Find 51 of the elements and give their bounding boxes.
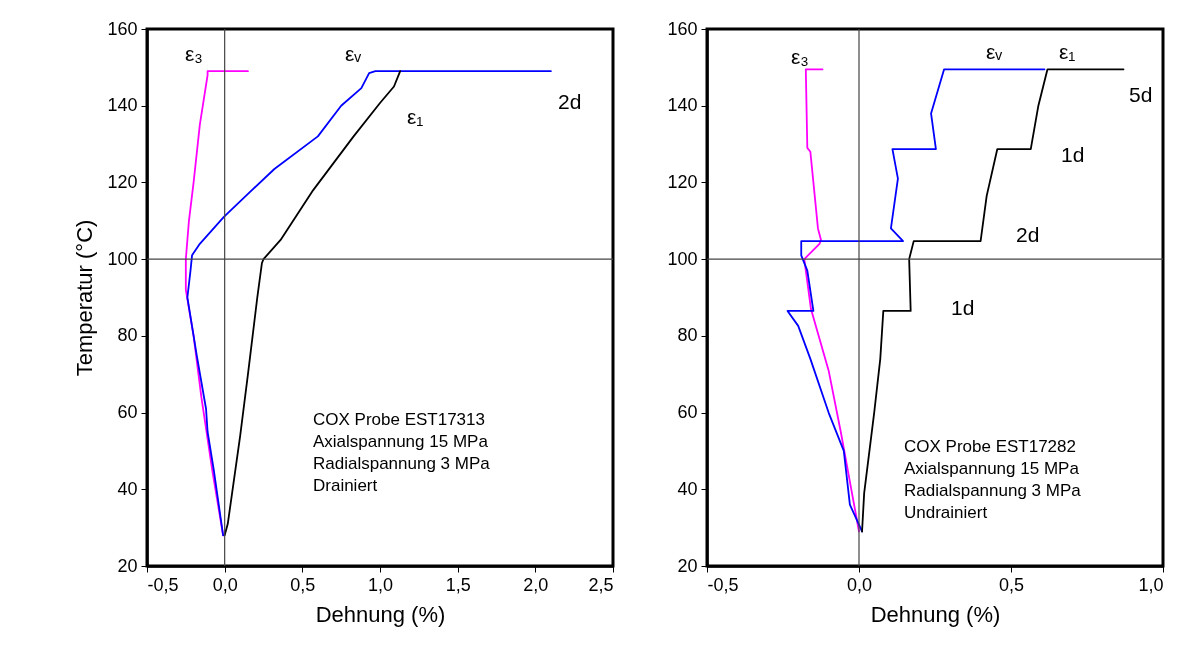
x-tick-label: 0,5 [290,574,316,595]
series-label: ε₃ [185,42,203,65]
series-label: εᵥ [986,40,1003,63]
y-tick-label: 60 [117,402,138,423]
series-label: ε₁ [1059,40,1076,63]
y-tick-label: 80 [677,325,698,346]
y-tick-label: 120 [667,171,698,192]
annotation: COX Probe EST17282 [904,437,1076,456]
annotation: 2d [558,90,582,113]
y-tick-label: 80 [117,325,138,346]
annotation: Radialspannung 3 MPa [904,481,1082,500]
y-tick-label: 160 [107,18,138,39]
x-tick-label: 0,0 [212,574,238,595]
y-tick-label: 100 [667,248,698,269]
series-label: ε₁ [407,105,424,128]
annotation: 1d [951,296,975,319]
y-tick-label: 140 [107,95,138,116]
x-tick-label: 1,0 [367,574,394,595]
y-tick-label: 140 [667,95,698,116]
y-tick-label: 20 [677,555,698,576]
x-tick-label: 2,0 [523,574,549,595]
annotation: 5d [1129,83,1153,106]
x-tick-label: 1,0 [1138,574,1164,595]
y-tick-label: 160 [667,18,698,39]
x-tick-label: -0,5 [147,574,179,595]
annotation: COX Probe EST17313 [313,410,485,429]
x-axis-title: Dehnung (%) [870,601,1001,627]
annotation: Radialspannung 3 MPa [313,454,491,473]
y-tick-label: 20 [117,555,138,576]
line-series [186,70,552,537]
annotation: Axialspannung 15 MPa [313,432,489,451]
y-axis-title: Temperatur (°C) [72,219,98,377]
x-tick-label: 1,5 [445,574,471,595]
y-tick-label: 40 [117,478,138,499]
annotation: Drainiert [313,476,378,495]
x-tick-label: 2,5 [588,574,614,595]
line-series [861,68,1125,533]
annotation: 2d [1016,223,1040,246]
x-tick-label: 0,5 [998,574,1025,595]
y-tick-label: 60 [677,402,698,423]
series-label: ε₃ [791,45,809,68]
x-axis-title: Dehnung (%) [315,601,446,627]
annotation: Undrainiert [904,503,988,522]
y-tick-label: 120 [107,171,138,192]
y-tick-label: 40 [677,478,698,499]
annotation: Axialspannung 15 MPa [904,459,1080,478]
x-tick-label: 0,0 [846,574,873,595]
x-tick-label: -0,5 [707,574,739,595]
series-label: εᵥ [345,42,362,65]
annotation: 1d [1061,143,1085,166]
y-tick-label: 100 [107,248,138,269]
